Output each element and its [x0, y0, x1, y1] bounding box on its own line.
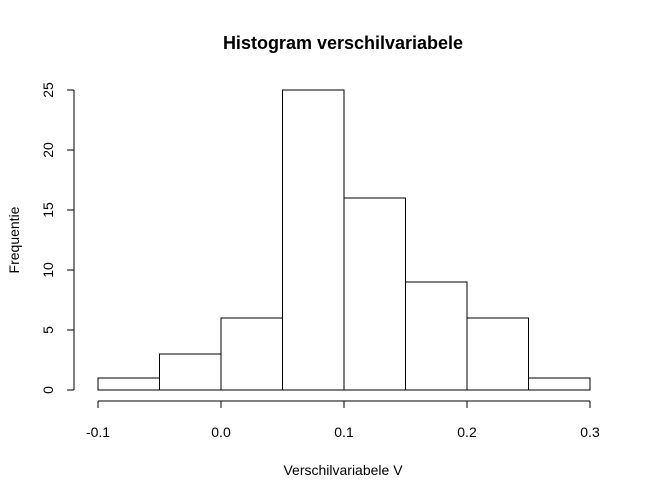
histogram-bar-3: [282, 89, 345, 391]
histogram-bar-1: [159, 353, 222, 391]
histogram-bar-5: [405, 281, 468, 391]
y-axis-label: Frequentie: [6, 206, 22, 273]
y-tick-label-0: 0: [40, 386, 56, 394]
x-tick-label-3: 0.2: [457, 424, 477, 440]
x-tick-label-4: 0.3: [580, 424, 600, 440]
histogram-bar-2: [220, 317, 283, 391]
histogram-bar-6: [466, 317, 529, 391]
x-tick-label-0: -0.1: [86, 424, 110, 440]
x-tick-label-1: 0.0: [211, 424, 231, 440]
chart-title: Histogram verschilvariabele: [223, 33, 463, 53]
bars-group: [97, 89, 591, 391]
y-tick-label-5: 25: [40, 82, 56, 98]
x-axis: -0.1 0.0 0.1 0.2 0.3: [86, 400, 600, 440]
y-axis: 0 5 10 15 20 25: [40, 82, 75, 394]
x-tick-label-2: 0.1: [334, 424, 354, 440]
y-tick-label-1: 5: [40, 326, 56, 334]
x-axis-label: Verschilvariabele V: [283, 462, 403, 478]
histogram-bar-0: [97, 377, 160, 391]
y-tick-label-2: 10: [40, 262, 56, 278]
histogram-bar-4: [343, 197, 406, 391]
y-tick-label-3: 15: [40, 202, 56, 218]
histogram-bar-7: [528, 377, 591, 391]
y-tick-label-4: 20: [40, 142, 56, 158]
